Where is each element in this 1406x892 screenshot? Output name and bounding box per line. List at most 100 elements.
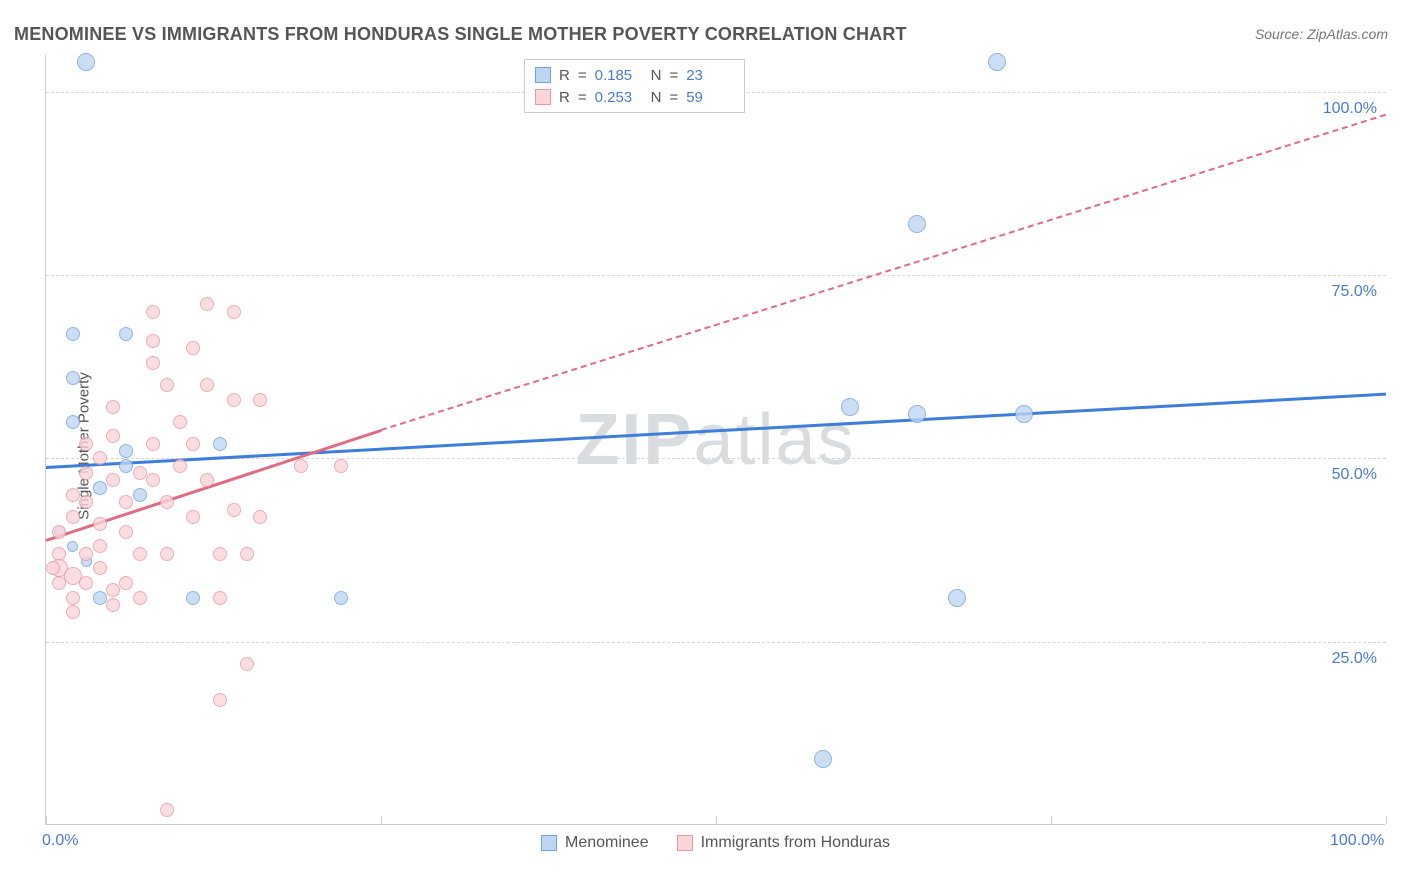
r-label: R xyxy=(559,67,570,84)
data-point xyxy=(119,327,133,341)
x-tick xyxy=(46,816,47,824)
legend-label: Immigrants from Honduras xyxy=(701,834,890,852)
data-point xyxy=(93,481,107,495)
x-tick xyxy=(1051,816,1052,824)
data-point xyxy=(253,510,267,524)
watermark: ZIPatlas xyxy=(575,399,855,481)
data-point xyxy=(119,525,133,539)
data-point xyxy=(106,583,120,597)
data-point xyxy=(160,547,174,561)
data-point xyxy=(79,576,93,590)
y-tick-label: 50.0% xyxy=(1332,466,1377,484)
y-tick-label: 25.0% xyxy=(1332,650,1377,668)
data-point xyxy=(213,437,227,451)
r-value: 0.253 xyxy=(595,89,643,106)
data-point xyxy=(66,327,80,341)
data-point xyxy=(46,561,60,575)
data-point xyxy=(106,429,120,443)
data-point xyxy=(146,305,160,319)
data-point xyxy=(160,495,174,509)
n-label: N xyxy=(651,89,662,106)
data-point xyxy=(93,561,107,575)
gridline xyxy=(46,458,1386,459)
data-point xyxy=(133,547,147,561)
data-point xyxy=(227,503,241,517)
data-point xyxy=(93,539,107,553)
data-point xyxy=(79,547,93,561)
gridline xyxy=(46,642,1386,643)
chart-container: MENOMINEE VS IMMIGRANTS FROM HONDURAS SI… xyxy=(0,0,1406,892)
series-legend: Menominee Immigrants from Honduras xyxy=(46,834,1385,852)
data-point xyxy=(200,297,214,311)
gridline xyxy=(46,275,1386,276)
data-point xyxy=(841,398,859,416)
data-point xyxy=(213,693,227,707)
legend-swatch xyxy=(677,835,693,851)
trend-line xyxy=(46,392,1386,468)
data-point xyxy=(93,591,107,605)
data-point xyxy=(106,400,120,414)
x-tick xyxy=(381,816,382,824)
data-point xyxy=(186,510,200,524)
chart-title: MENOMINEE VS IMMIGRANTS FROM HONDURAS SI… xyxy=(14,24,907,45)
data-point xyxy=(66,605,80,619)
data-point xyxy=(67,541,78,552)
data-point xyxy=(93,451,107,465)
plot-area: ZIPatlas 25.0%50.0%75.0%100.0%0.0%100.0%… xyxy=(45,55,1385,825)
data-point xyxy=(93,517,107,531)
data-point xyxy=(294,459,308,473)
legend-item: Menominee xyxy=(541,834,649,852)
x-tick xyxy=(1386,816,1387,824)
watermark-bold: ZIP xyxy=(575,400,693,480)
n-value: 23 xyxy=(686,67,734,84)
data-point xyxy=(200,378,214,392)
data-point xyxy=(948,589,966,607)
data-point xyxy=(334,591,348,605)
source-label: Source: ZipAtlas.com xyxy=(1255,26,1388,42)
data-point xyxy=(133,488,147,502)
r-value: 0.185 xyxy=(595,67,643,84)
data-point xyxy=(66,591,80,605)
legend-swatch xyxy=(535,67,551,83)
data-point xyxy=(119,444,133,458)
data-point xyxy=(227,393,241,407)
data-point xyxy=(240,657,254,671)
legend-row: R=0.185N=23 xyxy=(535,64,734,86)
data-point xyxy=(160,803,174,817)
data-point xyxy=(79,466,93,480)
data-point xyxy=(160,378,174,392)
legend-swatch xyxy=(541,835,557,851)
data-point xyxy=(119,495,133,509)
data-point xyxy=(133,466,147,480)
data-point xyxy=(814,750,832,768)
data-point xyxy=(66,488,80,502)
data-point xyxy=(173,459,187,473)
data-point xyxy=(146,334,160,348)
x-tick xyxy=(716,816,717,824)
data-point xyxy=(173,415,187,429)
data-point xyxy=(66,415,80,429)
data-point xyxy=(1015,405,1033,423)
data-point xyxy=(119,459,133,473)
data-point xyxy=(908,215,926,233)
data-point xyxy=(213,591,227,605)
n-label: N xyxy=(651,67,662,84)
data-point xyxy=(146,356,160,370)
trend-line xyxy=(381,114,1387,431)
data-point xyxy=(79,495,93,509)
data-point xyxy=(240,547,254,561)
data-point xyxy=(146,473,160,487)
data-point xyxy=(106,473,120,487)
data-point xyxy=(79,437,93,451)
watermark-thin: atlas xyxy=(693,400,855,480)
data-point xyxy=(66,510,80,524)
data-point xyxy=(253,393,267,407)
data-point xyxy=(77,53,95,71)
data-point xyxy=(186,341,200,355)
data-point xyxy=(133,591,147,605)
data-point xyxy=(106,598,120,612)
y-tick-label: 75.0% xyxy=(1332,283,1377,301)
data-point xyxy=(186,591,200,605)
legend-swatch xyxy=(535,89,551,105)
legend-label: Menominee xyxy=(565,834,649,852)
